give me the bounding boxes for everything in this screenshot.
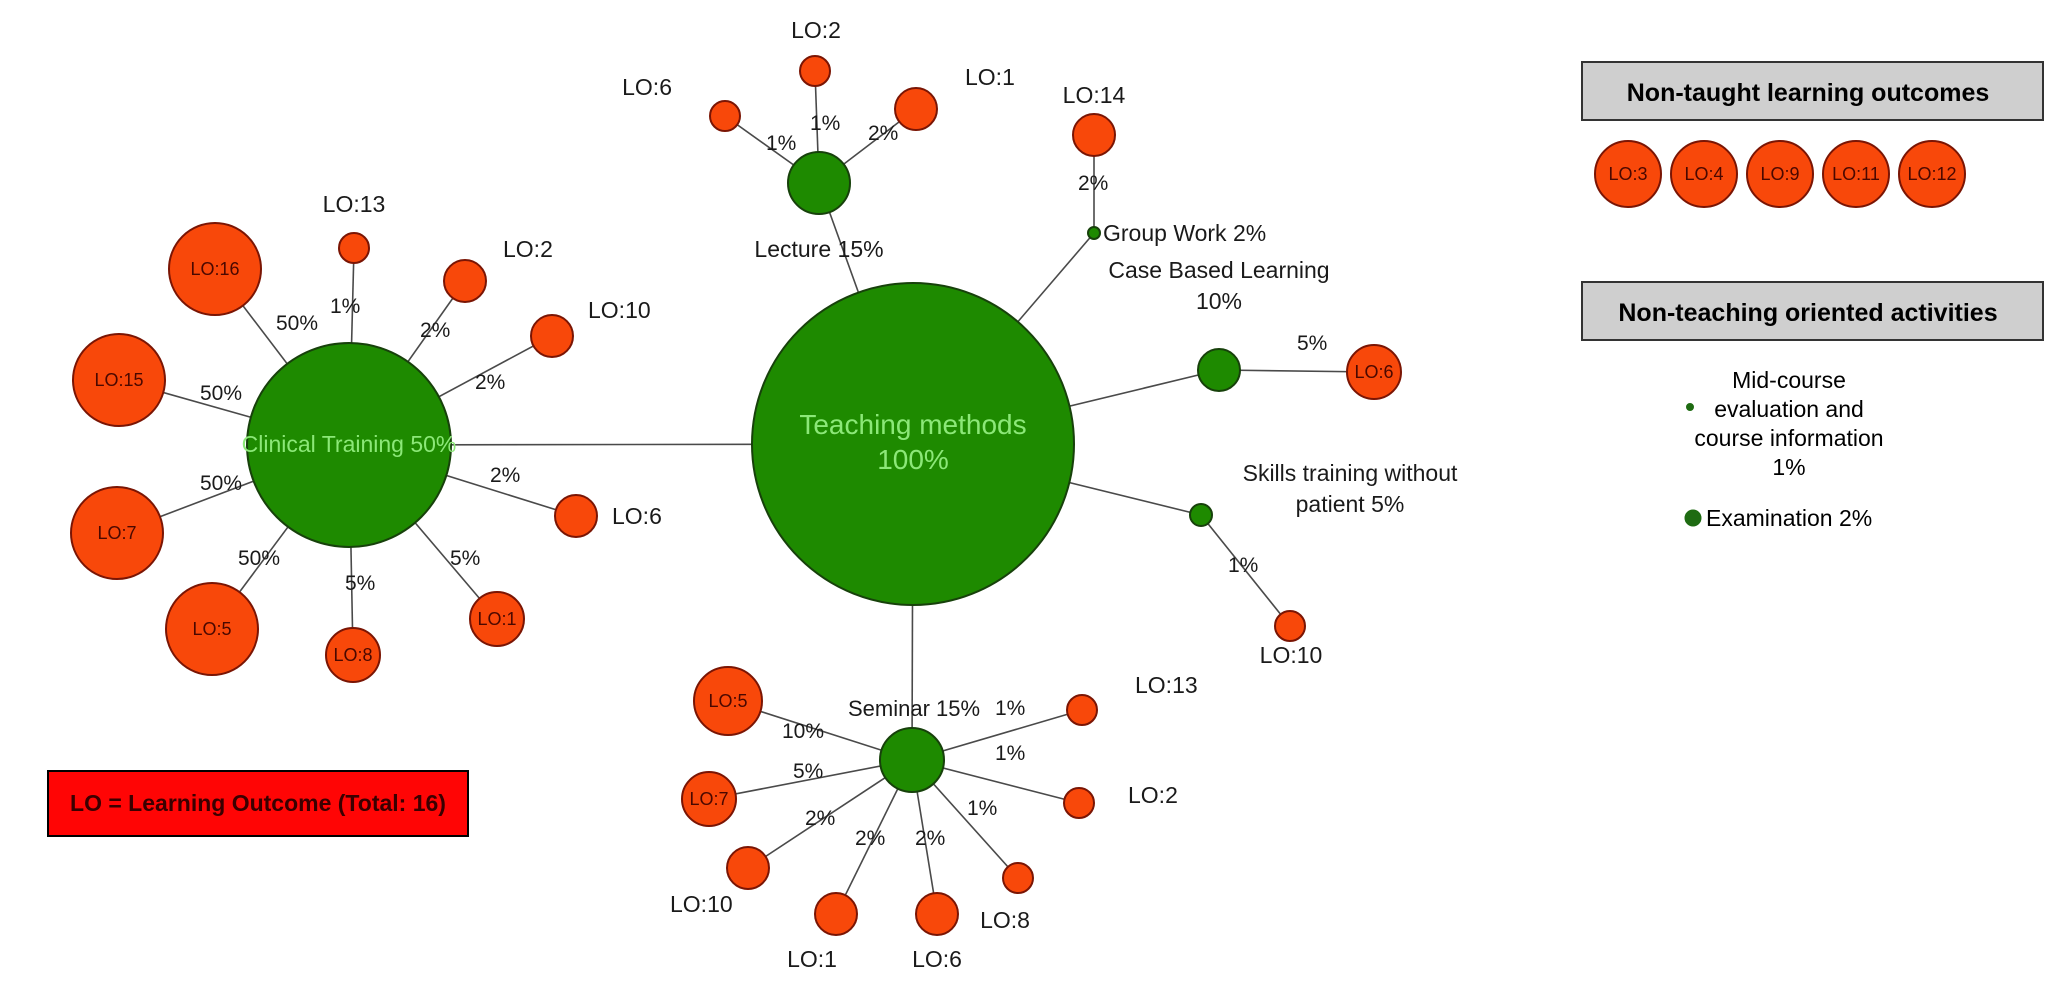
svg-text:LO:2: LO:2 (791, 17, 841, 43)
svg-text:LO:1: LO:1 (965, 64, 1015, 90)
svg-text:LO:10: LO:10 (1260, 642, 1323, 668)
svg-text:1%: 1% (1228, 554, 1258, 577)
svg-text:Mid-course: Mid-course (1732, 367, 1846, 393)
svg-text:5%: 5% (345, 572, 375, 595)
svg-text:2%: 2% (475, 371, 505, 394)
svg-text:50%: 50% (200, 472, 242, 495)
svg-text:LO:9: LO:9 (1760, 164, 1799, 184)
svg-text:LO:11: LO:11 (1832, 164, 1880, 184)
svg-text:1%: 1% (995, 697, 1025, 720)
svg-text:LO:13: LO:13 (323, 191, 386, 217)
svg-text:LO:2: LO:2 (1128, 782, 1178, 808)
svg-text:Teaching methods: Teaching methods (799, 409, 1026, 440)
svg-text:5%: 5% (1297, 332, 1327, 355)
svg-text:LO:6: LO:6 (612, 503, 662, 529)
svg-text:10%: 10% (782, 720, 824, 743)
svg-text:LO:7: LO:7 (689, 789, 728, 809)
svg-text:5%: 5% (450, 547, 480, 570)
svg-text:Case Based Learning: Case Based Learning (1108, 257, 1329, 283)
svg-text:50%: 50% (238, 547, 280, 570)
svg-text:2%: 2% (490, 464, 520, 487)
svg-text:LO:6: LO:6 (622, 74, 672, 100)
svg-text:LO:7: LO:7 (97, 523, 136, 543)
svg-text:2%: 2% (915, 827, 945, 850)
svg-text:LO:8: LO:8 (980, 907, 1030, 933)
svg-text:100%: 100% (877, 444, 949, 475)
svg-text:patient 5%: patient 5% (1296, 491, 1405, 517)
svg-text:LO:10: LO:10 (670, 891, 733, 917)
svg-text:LO:5: LO:5 (192, 619, 231, 639)
svg-text:LO:16: LO:16 (190, 259, 239, 279)
svg-text:2%: 2% (1078, 172, 1108, 195)
svg-text:Clinical Training 50%: Clinical Training 50% (242, 431, 457, 457)
svg-text:1%: 1% (995, 742, 1025, 765)
svg-text:Group Work 2%: Group Work 2% (1103, 220, 1266, 246)
svg-text:50%: 50% (276, 312, 318, 335)
svg-text:LO:15: LO:15 (94, 370, 143, 390)
svg-text:50%: 50% (200, 382, 242, 405)
svg-text:2%: 2% (805, 807, 835, 830)
svg-text:10%: 10% (1196, 288, 1242, 314)
svg-text:LO:14: LO:14 (1063, 82, 1126, 108)
svg-text:Non-taught learning outcomes: Non-taught learning outcomes (1627, 79, 1990, 107)
svg-text:Seminar 15%: Seminar 15% (848, 696, 980, 721)
svg-text:2%: 2% (420, 319, 450, 342)
svg-text:1%: 1% (766, 132, 796, 155)
svg-text:LO:6: LO:6 (912, 946, 962, 972)
svg-text:LO:4: LO:4 (1684, 164, 1723, 184)
svg-text:LO:3: LO:3 (1608, 164, 1647, 184)
svg-text:LO:1: LO:1 (477, 609, 516, 629)
svg-text:LO:13: LO:13 (1135, 672, 1198, 698)
svg-text:5%: 5% (793, 760, 823, 783)
svg-text:Skills training without: Skills training without (1243, 460, 1458, 486)
svg-text:1%: 1% (330, 295, 360, 318)
svg-text:LO:10: LO:10 (588, 297, 651, 323)
svg-text:Examination 2%: Examination 2% (1706, 505, 1872, 531)
svg-text:2%: 2% (855, 827, 885, 850)
svg-text:Non-teaching oriented activiti: Non-teaching oriented activities (1618, 299, 1997, 327)
svg-text:LO:2: LO:2 (503, 236, 553, 262)
svg-text:LO:5: LO:5 (708, 691, 747, 711)
svg-text:2%: 2% (868, 122, 898, 145)
svg-text:1%: 1% (1772, 454, 1805, 480)
svg-text:LO:1: LO:1 (787, 946, 837, 972)
svg-text:evaluation and: evaluation and (1714, 396, 1864, 422)
svg-text:LO:12: LO:12 (1907, 164, 1956, 184)
svg-text:LO = Learning Outcome (Total:: LO = Learning Outcome (Total: 16) (70, 790, 446, 816)
svg-text:LO:6: LO:6 (1354, 362, 1393, 382)
svg-text:1%: 1% (967, 797, 997, 820)
svg-text:LO:8: LO:8 (333, 645, 372, 665)
svg-text:1%: 1% (810, 112, 840, 135)
svg-text:course information: course information (1694, 425, 1883, 451)
svg-text:Lecture 15%: Lecture 15% (754, 236, 883, 262)
